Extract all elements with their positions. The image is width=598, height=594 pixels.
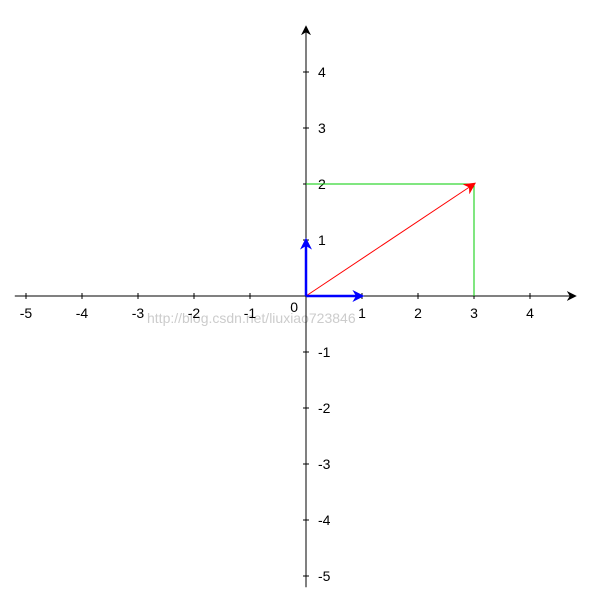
x-tick-label: -1: [244, 305, 257, 321]
y-tick-label: 4: [318, 64, 326, 80]
x-tick-label: -4: [76, 305, 89, 321]
y-tick-label: -2: [318, 400, 331, 416]
x-tick-label: -2: [188, 305, 201, 321]
x-tick-label: 4: [526, 305, 534, 321]
x-tick-label: -5: [20, 305, 33, 321]
y-tick-label: -1: [318, 344, 331, 360]
vector-chart: http://blog.csdn.net/liuxiao723846-5-4-3…: [0, 0, 598, 594]
vector-arrow: [306, 184, 474, 296]
x-tick-label: 2: [414, 305, 422, 321]
x-tick-label: -3: [132, 305, 145, 321]
x-tick-label: 3: [470, 305, 478, 321]
chart-svg: http://blog.csdn.net/liuxiao723846-5-4-3…: [0, 0, 598, 594]
x-tick-label: 0: [290, 299, 298, 315]
y-tick-label: -3: [318, 456, 331, 472]
y-tick-label: -5: [318, 568, 331, 584]
y-tick-label: 3: [318, 120, 326, 136]
y-tick-label: 1: [318, 232, 326, 248]
y-tick-label: -4: [318, 512, 331, 528]
x-tick-label: 1: [358, 305, 366, 321]
